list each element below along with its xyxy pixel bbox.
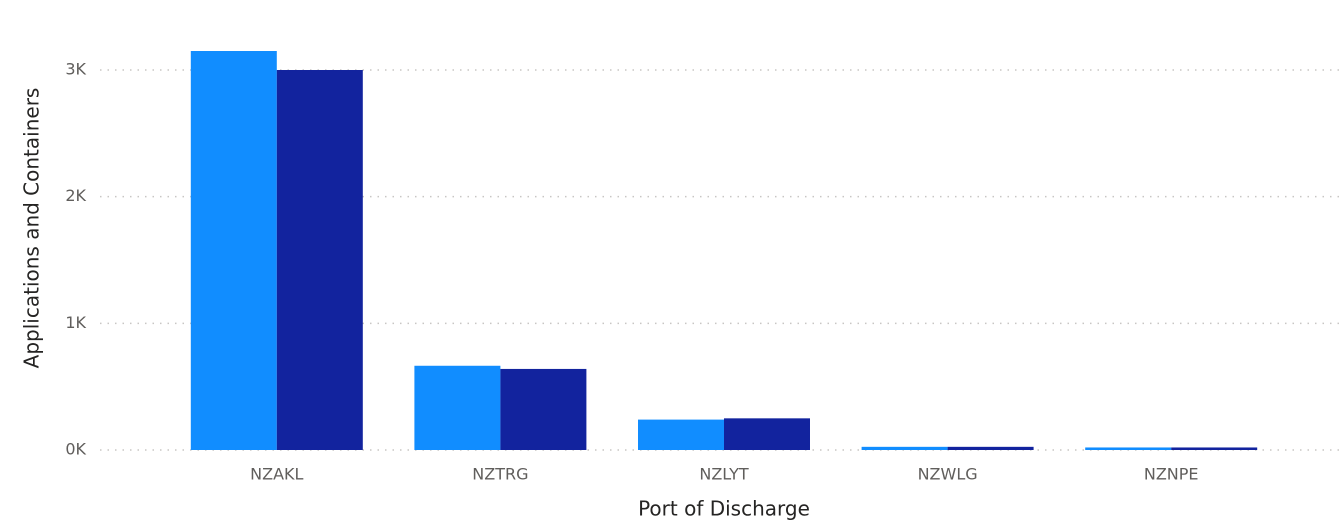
x-axis-title: Port of Discharge [638, 497, 810, 521]
bar [1171, 447, 1258, 450]
bar [1085, 447, 1172, 450]
x-tick-label: NZTRG [472, 465, 528, 484]
x-tick-label: NZNPE [1144, 465, 1199, 484]
bar [724, 418, 810, 450]
bar [500, 368, 587, 450]
bar [861, 446, 948, 450]
x-tick-label: NZWLG [918, 465, 978, 484]
bar [190, 51, 277, 450]
y-tick-label: 3K [65, 60, 86, 79]
y-tick-label: 2K [65, 186, 86, 205]
y-tick-label: 0K [65, 440, 86, 459]
y-axis-title: Applications and Containers [20, 88, 44, 369]
bar [947, 446, 1034, 450]
y-tick-label: 1K [65, 313, 86, 332]
bar [638, 419, 724, 450]
x-tick-label: NZAKL [250, 465, 303, 484]
bar [414, 365, 501, 450]
x-tick-label: NZLYT [699, 465, 748, 484]
bar [276, 70, 363, 450]
